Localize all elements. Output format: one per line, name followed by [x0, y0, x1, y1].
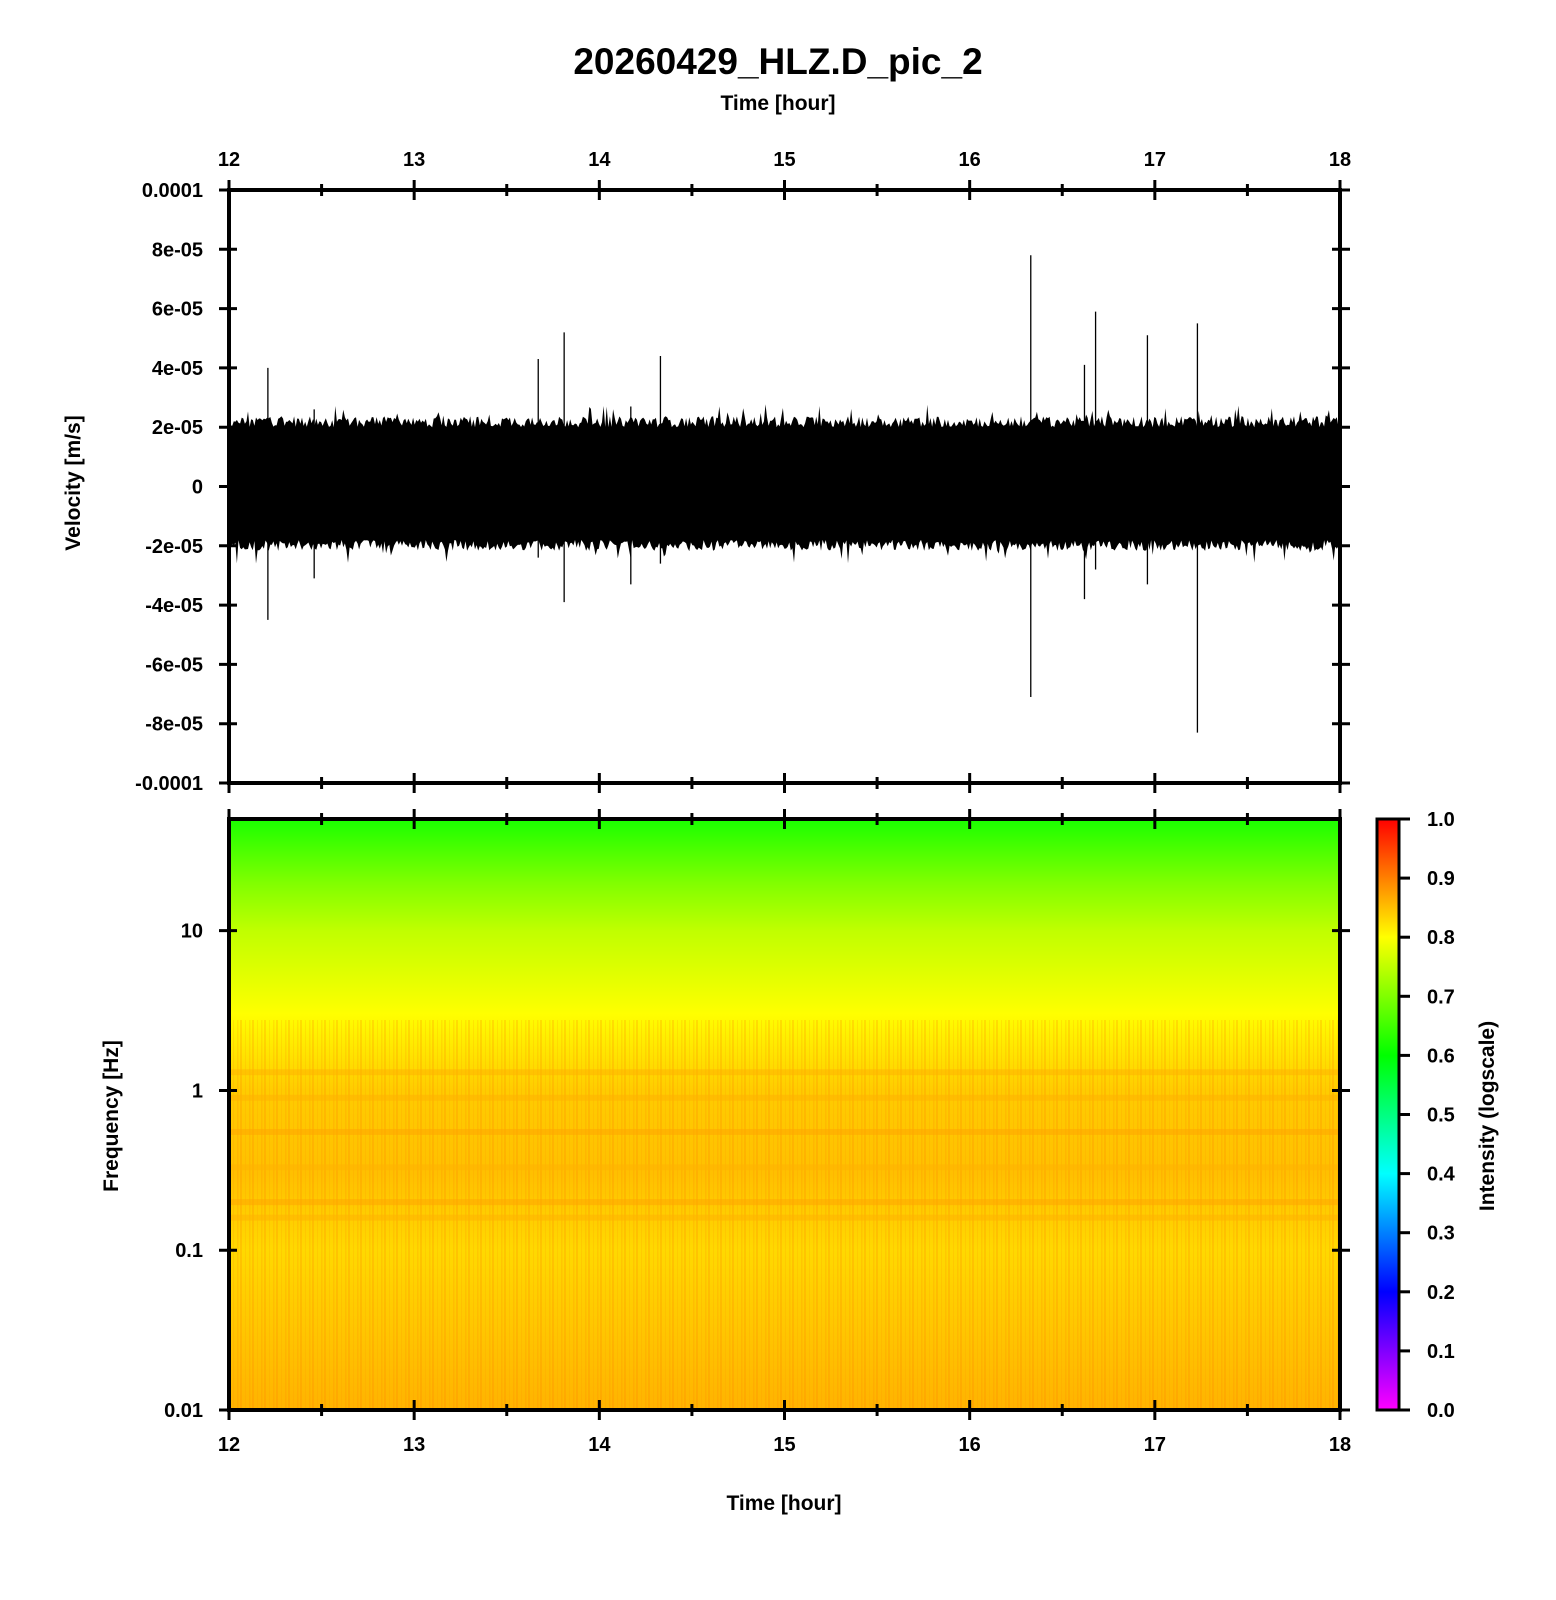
spectrogram-x-tick-label: 15 [773, 1434, 795, 1456]
colorbar-tick-label: 1.0 [1427, 809, 1455, 831]
waveform-x-tick-label: 13 [403, 149, 425, 171]
waveform-y-ticks: 0.0001 8e-05 6e-05 4e-05 2e-05 0 -2e-05 -4e-05 -… [135, 180, 1350, 795]
colorbar-tick-label: 0.4 [1427, 1164, 1456, 1186]
waveform-x-tick-label: 14 [588, 149, 611, 171]
waveform-noise-band [229, 404, 1340, 564]
colorbar-tick-label: 0.8 [1427, 927, 1455, 949]
colorbar: 1.0 0.9 0.8 0.7 0.6 0.5 0.4 0.3 0.2 0.1 0.0 Intens… [1375, 809, 1499, 1422]
spectrogram-band [229, 1128, 1340, 1135]
colorbar-tick-label: 0.3 [1427, 1223, 1455, 1245]
spectrogram-y-tick-label: 0.01 [164, 1400, 203, 1422]
spectrogram-x-tick-label: 16 [959, 1434, 981, 1456]
colorbar-tick-label: 0.0 [1427, 1400, 1455, 1422]
waveform-y-tick-label: -4e-05 [145, 595, 203, 617]
waveform-x-tick-label: 12 [218, 149, 240, 171]
waveform-y-label: Velocity [m/s] [62, 415, 85, 550]
waveform-y-tick-label: -6e-05 [145, 654, 203, 676]
waveform-x-tick-label: 16 [959, 149, 981, 171]
spectrogram-x-label: Time [hour] [726, 1492, 841, 1515]
waveform-y-tick-label: 2e-05 [152, 417, 203, 439]
waveform-y-tick-label: 4e-05 [152, 358, 203, 380]
spectrogram-y-tick-label: 1 [192, 1080, 203, 1102]
spectrogram-y-label: Frequency [Hz] [100, 1040, 123, 1192]
spectrogram-band [229, 1069, 1340, 1076]
waveform-x-tick-label: 17 [1144, 149, 1166, 171]
spectrogram-y-tick-label: 0.1 [175, 1240, 203, 1262]
waveform-y-tick-label: 8e-05 [152, 239, 203, 261]
spectrogram-x-tick-label: 12 [218, 1434, 240, 1456]
waveform-y-tick-label: 0 [192, 477, 203, 499]
spectrogram-band [229, 1094, 1340, 1101]
waveform-y-tick-label: -2e-05 [145, 536, 203, 558]
spectrogram-band [229, 1164, 1340, 1171]
spectrogram-x-tick-label: 13 [403, 1434, 425, 1456]
spectrogram-x-ticks: 12 13 14 15 16 17 18 [218, 809, 1351, 1456]
waveform-x-label: Time [hour] [720, 92, 835, 115]
waveform-x-tick-label: 15 [773, 149, 795, 171]
chart-title: 20260429_HLZ.D_pic_2 [573, 41, 982, 82]
spectrogram-x-tick-label: 18 [1329, 1434, 1351, 1456]
colorbar-tick-label: 0.7 [1427, 986, 1455, 1008]
colorbar-label: Intensity (logscale) [1476, 1021, 1499, 1211]
waveform-y-tick-label: 6e-05 [152, 299, 203, 321]
colorbar-tick-label: 0.2 [1427, 1282, 1455, 1304]
colorbar-tick-label: 0.6 [1427, 1045, 1455, 1067]
waveform-x-tick-label: 18 [1329, 149, 1351, 171]
waveform-panel: Time [hour] Velocity [m/s] 12 13 14 15 16 17 1… [62, 92, 1351, 795]
waveform-noise-envelope [229, 404, 1340, 564]
spectrogram-panel: 12 13 14 15 16 17 18 10 1 0.1 0.01 Time [hour] Fr… [100, 809, 1351, 1515]
spectrogram-y-ticks: 10 1 0.1 0.01 [164, 921, 1350, 1422]
colorbar-tick-label: 0.9 [1427, 868, 1455, 890]
spectrogram-bands [229, 1069, 1340, 1221]
spectrogram-band [229, 1199, 1340, 1206]
colorbar-tick-label: 0.5 [1427, 1105, 1455, 1127]
colorbar-ticks: 1.0 0.9 0.8 0.7 0.6 0.5 0.4 0.3 0.2 0.1 0.0 [1399, 809, 1456, 1422]
spectrogram-band [229, 1214, 1340, 1221]
spectrogram-x-tick-label: 17 [1144, 1434, 1166, 1456]
spectrogram-y-tick-label: 10 [181, 921, 203, 943]
waveform-y-tick-label: 0.0001 [142, 180, 203, 202]
waveform-y-tick-label: -8e-05 [145, 714, 203, 736]
colorbar-tick-label: 0.1 [1427, 1341, 1455, 1363]
waveform-y-tick-label: -0.0001 [135, 773, 203, 795]
spectrogram-x-tick-label: 14 [588, 1434, 611, 1456]
colorbar-scale [1375, 817, 1401, 1412]
waveform-spikes [267, 255, 1199, 733]
